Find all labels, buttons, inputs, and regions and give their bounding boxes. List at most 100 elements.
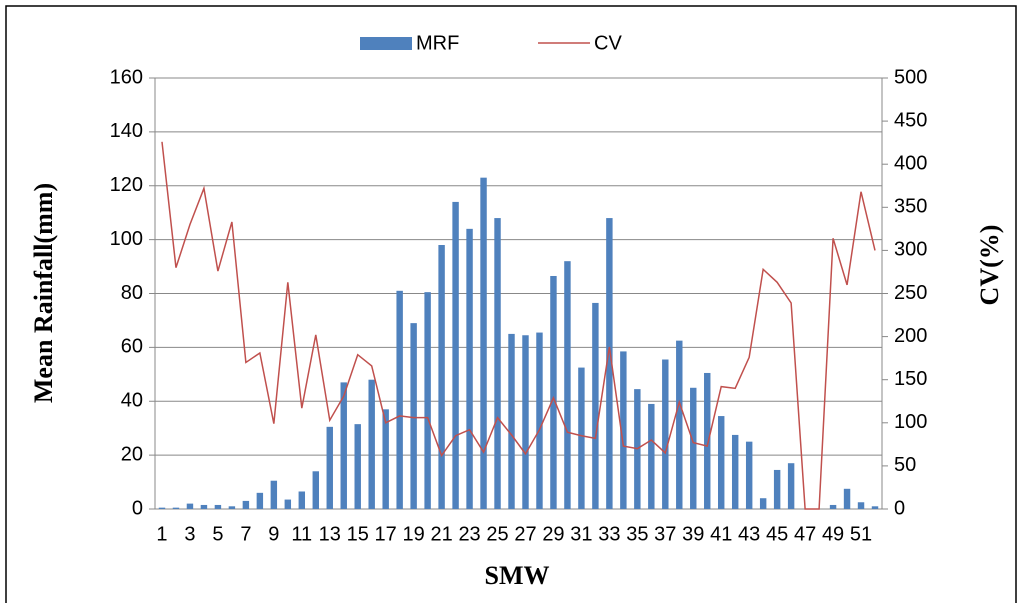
x-tick-label: 23	[458, 523, 480, 545]
bar	[494, 218, 501, 509]
x-tick-label: 15	[347, 523, 369, 545]
x-tick-label: 41	[710, 523, 732, 545]
bar	[242, 500, 250, 509]
bar	[368, 379, 375, 509]
x-tick-label: 27	[514, 523, 536, 545]
x-tick-label: 45	[766, 523, 788, 545]
bar	[452, 201, 459, 509]
bar	[676, 340, 683, 509]
x-tick-label: 43	[738, 523, 760, 545]
bar	[480, 177, 487, 509]
legend-label: CV	[594, 32, 622, 54]
y2-tick-label: 200	[894, 325, 927, 347]
bar	[396, 290, 403, 509]
bar	[536, 332, 543, 509]
x-tick-label: 1	[156, 523, 167, 545]
x-tick-label: 49	[822, 523, 844, 545]
bar	[745, 441, 753, 509]
y-tick-label: 0	[132, 497, 143, 519]
bar	[200, 504, 208, 509]
x-tick-label: 7	[240, 523, 251, 545]
bar	[312, 471, 319, 509]
y2-tick-label: 100	[894, 411, 927, 433]
bar	[256, 492, 264, 509]
bar	[606, 218, 613, 509]
bar	[466, 228, 473, 509]
y-tick-label: 160	[110, 66, 143, 88]
bar	[718, 416, 725, 509]
bar	[690, 387, 697, 509]
y2-tick-label: 400	[894, 152, 927, 174]
bar	[731, 434, 739, 509]
bar	[871, 506, 879, 509]
bar	[340, 382, 347, 509]
bar	[214, 504, 222, 509]
y2-tick-label: 300	[894, 239, 927, 261]
x-axis-title: SMW	[485, 561, 550, 590]
bar	[550, 275, 557, 509]
x-tick-label: 19	[403, 523, 425, 545]
bar	[186, 503, 194, 509]
bar	[382, 409, 389, 509]
x-tick-label: 9	[268, 523, 279, 545]
bar	[228, 506, 236, 509]
x-tick-label: 31	[570, 523, 592, 545]
y-tick-label: 100	[110, 228, 143, 250]
bar	[298, 491, 306, 509]
bar	[704, 372, 711, 509]
bar	[522, 335, 529, 509]
x-tick-label: 5	[212, 523, 223, 545]
bar	[354, 424, 361, 509]
y-tick-label: 20	[121, 443, 143, 465]
x-tick-label: 21	[430, 523, 452, 545]
y2-tick-label: 0	[894, 497, 905, 519]
chart-frame	[5, 5, 1017, 603]
y2-tick-label: 450	[894, 109, 927, 131]
bar	[326, 426, 333, 509]
x-tick-label: 17	[375, 523, 397, 545]
y-tick-label: 120	[110, 174, 143, 196]
bar	[424, 292, 431, 509]
x-tick-label: 29	[542, 523, 564, 545]
bar	[829, 504, 837, 509]
bar	[592, 302, 599, 509]
bar	[620, 351, 627, 509]
y2-tick-label: 50	[894, 454, 916, 476]
legend-label: MRF	[416, 32, 459, 54]
bar	[172, 507, 180, 509]
y-tick-label: 80	[121, 282, 143, 304]
x-tick-label: 3	[184, 523, 195, 545]
x-tick-label: 51	[850, 523, 872, 545]
bar	[564, 261, 571, 509]
x-tick-label: 39	[682, 523, 704, 545]
bar	[158, 507, 166, 509]
x-tick-label: 13	[319, 523, 341, 545]
x-tick-label: 11	[291, 523, 312, 545]
bar	[787, 463, 795, 509]
bar	[648, 403, 655, 509]
y2-tick-label: 500	[894, 66, 927, 88]
x-tick-label: 37	[654, 523, 676, 545]
bar	[662, 359, 669, 509]
bar	[843, 488, 851, 509]
y2-tick-label: 250	[894, 282, 927, 304]
y-tick-label: 40	[121, 390, 143, 412]
bar	[438, 245, 445, 509]
x-tick-label: 47	[794, 523, 816, 545]
y2-tick-label: 350	[894, 196, 927, 218]
x-tick-label: 35	[626, 523, 648, 545]
bar	[773, 469, 781, 509]
y2-tick-label: 150	[894, 368, 927, 390]
x-tick-label: 25	[486, 523, 508, 545]
bar	[508, 333, 515, 509]
bar	[857, 502, 865, 509]
bar	[410, 323, 417, 509]
y2-axis-title: CV(%)	[975, 225, 1004, 306]
y-axis-title: Mean Rainfall(mm)	[29, 183, 58, 403]
y-tick-label: 140	[110, 120, 143, 142]
bar	[759, 498, 767, 509]
line	[161, 141, 876, 510]
bar	[270, 480, 278, 509]
